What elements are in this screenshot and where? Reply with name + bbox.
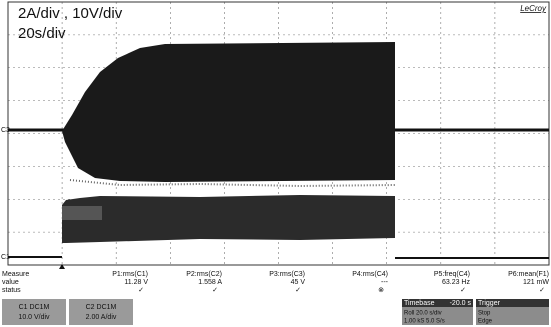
measure-param: P3:rms(C3) (269, 271, 305, 278)
channel-marker: C1 (1, 254, 10, 261)
measure-value: 45 V (291, 279, 306, 286)
measure-label: value (2, 279, 19, 286)
timebase-row: Roll 20.0 s/div (404, 311, 442, 317)
timebase-label: 20s/div (18, 25, 66, 42)
measure-label: Measure (2, 271, 29, 278)
measure-value: 1.558 A (198, 279, 222, 286)
timebase-offset: -20.0 s (450, 300, 472, 307)
measure-status: ⊗ (378, 287, 384, 294)
measure-param: P1:rms(C1) (112, 271, 148, 278)
scope-screen: C3 C1 2A/div , 10V/div 20s/div LeCroy Me… (0, 0, 551, 327)
measure-status: ✓ (138, 287, 144, 294)
trace-burst (62, 206, 102, 220)
measure-status: ✓ (539, 287, 545, 294)
brand: LeCroy (520, 4, 547, 13)
trigger-title: Trigger (478, 300, 501, 307)
channel-text: 2.00 A/div (86, 314, 117, 321)
measure-value: --- (381, 279, 389, 286)
measure-status: ✓ (212, 287, 218, 294)
measure-value: 63.23 Hz (442, 279, 471, 286)
trace-envelope (62, 42, 395, 182)
channel-text: 10.0 V/div (18, 314, 50, 321)
measure-status: ✓ (460, 287, 466, 294)
measure-param: P2:rms(C2) (186, 271, 222, 278)
measure-param: P5:freq(C4) (434, 271, 470, 278)
measure-param: P4:rms(C4) (352, 271, 388, 278)
measure-value: 121 mW (523, 279, 549, 286)
timebase-title: Timebase (404, 300, 435, 307)
trace-envelope (62, 195, 395, 243)
measure-status: ✓ (295, 287, 301, 294)
scale-label: 2A/div , 10V/div (18, 5, 123, 22)
timebase-row: 1.00 kS 5.0 S/s (404, 319, 445, 325)
measure-param: P6:mean(F1) (508, 271, 549, 278)
trigger-row: Stop (478, 311, 491, 317)
trigger-row: Edge (478, 319, 493, 325)
measure-value: 11.28 V (124, 279, 148, 286)
channel-text: C2 DC1M (86, 304, 117, 311)
measure-label: status (2, 287, 21, 294)
channel-marker: C3 (1, 127, 10, 134)
channel-text: C1 DC1M (19, 304, 50, 311)
